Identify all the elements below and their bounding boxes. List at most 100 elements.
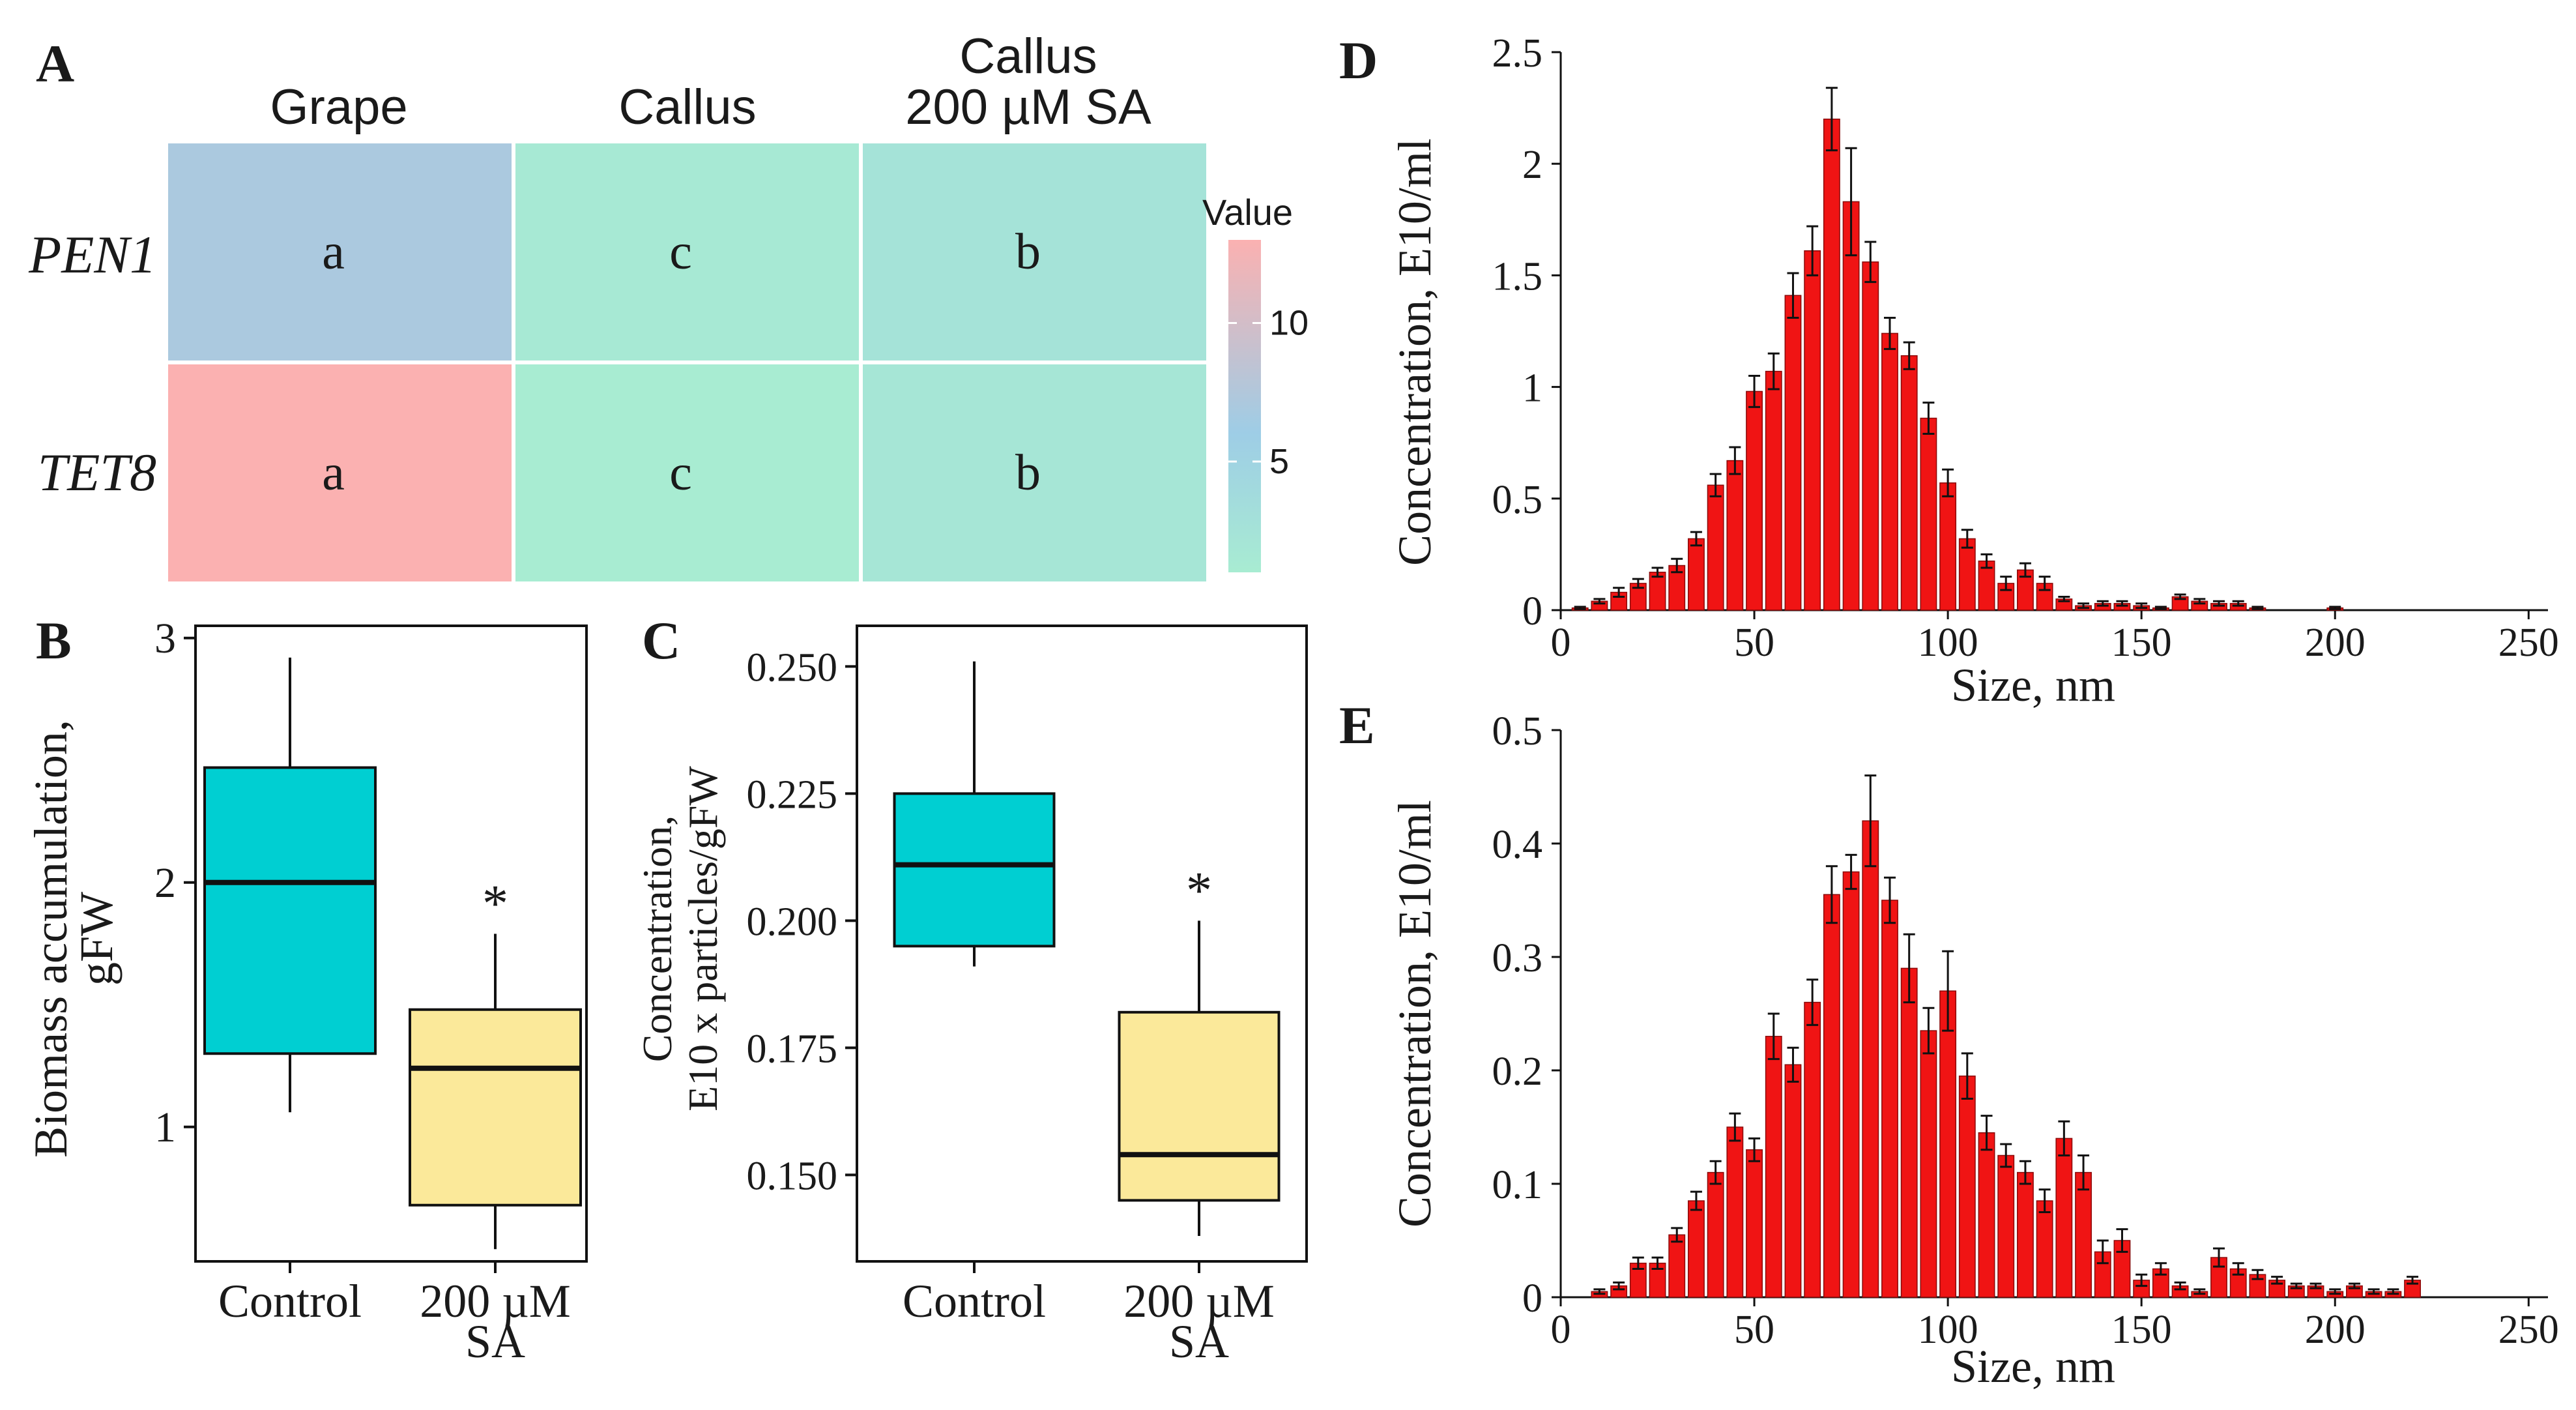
y-tick-label: 1 xyxy=(154,1104,176,1151)
y-axis-label-line: gFW xyxy=(70,892,123,986)
boxplot-content: 0.250 0.225 0.200 0.175 0.150 Control * 200 µM S… xyxy=(747,645,1281,1368)
panel-label-c: C xyxy=(642,611,680,670)
y-tick-label: 2 xyxy=(154,859,176,907)
histogram-bar xyxy=(1668,1234,1686,1298)
heatmap-cell xyxy=(515,364,859,581)
heatmap-column-label: Grape xyxy=(270,80,407,135)
y-tick-label: 0.5 xyxy=(1492,709,1543,754)
heatmap-column-label: Callus xyxy=(618,80,756,135)
histogram-bar xyxy=(1726,460,1744,611)
box-body xyxy=(1118,1010,1281,1202)
x-tick-label: 150 xyxy=(2111,1308,2172,1352)
histogram-bar xyxy=(1920,417,1937,611)
histogram-bar xyxy=(1765,1036,1782,1298)
heatmap-cell-label: b xyxy=(1015,223,1041,280)
x-tick-label: 100 xyxy=(1918,1308,1978,1352)
histogram-bar xyxy=(1958,1075,1976,1298)
histogram-bar xyxy=(1784,1064,1802,1298)
histogram-bar xyxy=(1688,1200,1705,1298)
histogram-panel-d: Concentration, E10/ml Size, nm 0 0.5 1 1.5 2… xyxy=(1389,31,2559,711)
legend-tick-label: 10 xyxy=(1269,304,1309,343)
heatmap-row-labels: PEN1 TET8 xyxy=(28,225,156,502)
heatmap-row-label: TET8 xyxy=(38,443,156,502)
panel-label-b: B xyxy=(36,611,72,670)
histogram-bar xyxy=(1842,871,1860,1298)
x-axis-label: Size, nm xyxy=(1951,1340,2115,1392)
x-tick-label: 200 xyxy=(2305,1308,2366,1352)
heatmap-cell xyxy=(168,364,512,581)
histogram-bar xyxy=(2055,1138,2073,1298)
histogram-bar xyxy=(1920,1030,1937,1298)
y-tick-label: 0.250 xyxy=(747,645,838,690)
y-axis-label-line: E10 x particles/gFW xyxy=(680,766,726,1111)
y-tick-label: 2.5 xyxy=(1492,31,1543,76)
x-tick-label: 50 xyxy=(1734,1308,1774,1352)
histogram-bar xyxy=(1707,484,1724,611)
box-body xyxy=(893,792,1056,948)
heatmap-cell xyxy=(515,143,859,360)
y-tick-label: 0.200 xyxy=(747,900,838,944)
heatmap-cell xyxy=(863,364,1206,581)
heatmap-cell-label: a xyxy=(322,444,345,501)
heatmap-cell xyxy=(168,143,512,360)
plot-frame xyxy=(194,624,588,1263)
heatmap-legend-colorbar xyxy=(1228,240,1261,572)
histogram-bar xyxy=(1958,538,1976,611)
significance-marker: * xyxy=(1186,862,1212,919)
histogram-bar xyxy=(1707,1171,1724,1298)
y-tick-label: 0 xyxy=(1522,1276,1542,1321)
histogram-bar xyxy=(1939,482,1957,611)
heatmap-cell-label: c xyxy=(669,444,692,501)
x-tick-label: 200 µM SA xyxy=(420,1275,571,1368)
y-tick-label: 0.5 xyxy=(1492,478,1543,522)
y-axis-label: Concentration, E10/ml xyxy=(1389,800,1441,1227)
histogram-bar xyxy=(1804,1001,1821,1298)
histogram-bar xyxy=(1978,1132,1995,1298)
boxplot-panel-b: Biomass accumulation, gFW 1 2 3 Control * 200… xyxy=(25,615,588,1368)
histogram-bar xyxy=(1688,538,1705,611)
x-tick-label: 250 xyxy=(2498,1308,2559,1352)
histogram-bar xyxy=(1881,332,1898,611)
y-tick-label: 0.175 xyxy=(747,1027,838,1071)
y-tick-label: 2 xyxy=(1522,143,1542,187)
histogram-content: 0 0.5 1 1.5 2 2.5 0 50 100 150 200 250 xyxy=(1492,31,2559,665)
x-axis-label: Size, nm xyxy=(1951,659,2115,711)
histogram-bar xyxy=(1649,572,1666,611)
histogram-bar xyxy=(1823,894,1840,1298)
histogram-bar xyxy=(1726,1126,1744,1298)
x-tick-label: 150 xyxy=(2111,621,2172,665)
histogram-bar xyxy=(1823,118,1840,611)
histogram-bar xyxy=(1862,261,1879,611)
x-tick-label: 200 µM SA xyxy=(1123,1275,1275,1368)
x-tick-label: Control xyxy=(903,1275,1046,1327)
heatmap-cell-label: c xyxy=(669,223,692,280)
heatmap-panel-a: Grape Callus Callus 200 µM SA PEN1 TET8 a… xyxy=(28,29,1309,581)
heatmap-cell-label: b xyxy=(1015,444,1041,501)
heatmap-legend-title: Value xyxy=(1202,192,1293,233)
heatmap-legend: Value 10 5 xyxy=(1202,192,1309,572)
histogram-bar xyxy=(1997,1154,2015,1298)
histogram-bar xyxy=(1804,250,1821,611)
y-tick-label: 0 xyxy=(1522,589,1542,634)
panel-label-d: D xyxy=(1339,31,1378,90)
legend-tick-label: 5 xyxy=(1269,442,1289,481)
y-axis-label-line: Biomass accumulation, xyxy=(25,720,77,1158)
y-tick-label: 0.1 xyxy=(1492,1163,1543,1207)
y-tick-label: 1.5 xyxy=(1492,254,1543,299)
histogram-bar xyxy=(1881,900,1898,1298)
panel-label-a: A xyxy=(36,34,74,93)
y-tick-label: 0.3 xyxy=(1492,936,1543,980)
x-tick-label: 200 xyxy=(2305,621,2366,665)
x-tick-label: 250 xyxy=(2498,621,2559,665)
heatmap-row-label: PEN1 xyxy=(28,225,156,284)
box-body xyxy=(409,1008,582,1207)
histogram-bar xyxy=(2017,1171,2034,1298)
heatmap-legend-ticks: 10 5 xyxy=(1228,304,1309,481)
histogram-bar xyxy=(1900,967,1918,1298)
y-axis-label-line: Concentration, xyxy=(634,815,680,1063)
significance-marker: * xyxy=(482,875,508,933)
histogram-bar xyxy=(1900,355,1918,611)
histogram-panel-e: Concentration, E10/ml Size, nm 0 0.1 0.2 0.… xyxy=(1389,709,2559,1392)
boxplot-content: 1 2 3 Control * 200 µM SA xyxy=(154,615,582,1368)
